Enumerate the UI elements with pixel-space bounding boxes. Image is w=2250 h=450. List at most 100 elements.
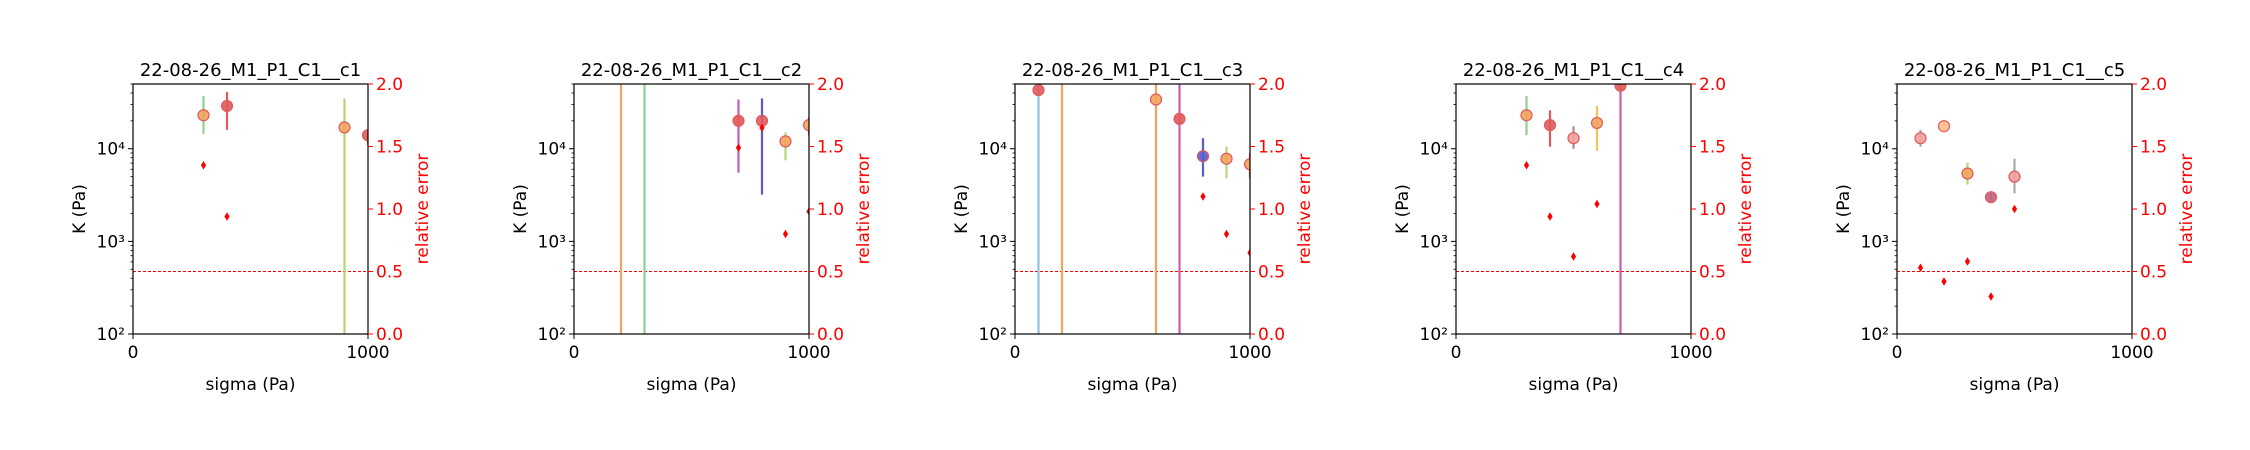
y2-axis-label: relative error: [1736, 154, 1756, 265]
y2-tick-label: 0.5: [376, 263, 403, 283]
x-tick-label: 1000: [1228, 343, 1271, 363]
data-point: [1984, 191, 1998, 204]
relative-error-marker: [1917, 263, 1924, 272]
axes-frame: [132, 83, 369, 335]
y2-tick-label: 2.0: [1699, 75, 1726, 95]
y2-tick-label: 0.0: [2140, 325, 2167, 345]
y2-tick-label: 1.0: [817, 200, 844, 220]
data-point: [1614, 84, 1627, 92]
relative-error-marker: [1964, 257, 1971, 266]
data-point: [1149, 93, 1163, 106]
y-tick-label: 10⁴: [97, 140, 126, 160]
relative-error-marker: [224, 212, 230, 221]
y-tick-label: 10²: [1861, 325, 1889, 345]
data-point: [1567, 132, 1580, 145]
data-point: [1243, 158, 1250, 171]
y-tick-label: 10²: [979, 325, 1007, 345]
plot-area: [574, 84, 809, 334]
x-tick-label: 0: [1451, 343, 1462, 363]
axes-frame: [1014, 83, 1251, 335]
x-tick-label: 1000: [2110, 343, 2153, 363]
chart-title: 22-08-26_M1_P1_C1__c5: [1904, 60, 2125, 81]
data-point: [802, 119, 809, 132]
plot-area: [1456, 84, 1691, 334]
y2-tick-label: 2.0: [376, 75, 403, 95]
x-axis-label: sigma (Pa): [1970, 375, 2060, 395]
y2-tick-label: 0.5: [1699, 263, 1726, 283]
x-axis-label: sigma (Pa): [206, 375, 296, 395]
y2-tick-label: 0.5: [2140, 263, 2167, 283]
y-tick-label: 10²: [97, 325, 125, 345]
relative-error-marker: [2011, 204, 2018, 214]
data-point: [1220, 152, 1233, 165]
y-axis-label: K (Pa): [70, 184, 90, 234]
y-tick-label: 10²: [1420, 325, 1448, 345]
y2-tick-label: 0.0: [817, 325, 844, 345]
y2-tick-label: 0.0: [1699, 325, 1726, 345]
x-tick-label: 0: [1010, 343, 1021, 363]
data-point: [338, 121, 351, 134]
y-tick-label: 10²: [538, 325, 566, 345]
axes-frame: [573, 83, 810, 335]
x-tick-label: 1000: [787, 343, 830, 363]
y2-tick-label: 1.0: [376, 200, 403, 220]
y-tick-label: 10⁴: [979, 140, 1008, 160]
relative-error-marker: [1247, 248, 1250, 257]
x-axis-label: sigma (Pa): [1088, 375, 1178, 395]
y-tick-label: 10³: [1861, 232, 1889, 252]
y2-tick-label: 1.5: [1699, 138, 1726, 158]
axes-frame: [1455, 83, 1692, 335]
y-tick-label: 10⁴: [1861, 140, 1890, 160]
relative-error-marker: [1200, 192, 1206, 201]
y-tick-label: 10³: [538, 232, 566, 252]
data-point: [1961, 167, 1974, 180]
data-point: [1914, 132, 1927, 145]
data-point: [732, 114, 745, 127]
y-axis-label: K (Pa): [511, 184, 531, 234]
y2-axis-label: relative error: [854, 154, 874, 265]
y-tick-label: 10³: [1420, 232, 1448, 252]
y2-axis-label: relative error: [1295, 154, 1315, 265]
chart-title: 22-08-26_M1_P1_C1__c3: [1022, 60, 1243, 81]
y2-tick-label: 1.5: [1258, 138, 1285, 158]
relative-error-marker: [200, 161, 207, 170]
y-tick-label: 10³: [979, 232, 1007, 252]
data-point: [2008, 170, 2021, 183]
data-point: [361, 129, 368, 142]
x-tick-label: 0: [569, 343, 580, 363]
x-tick-label: 1000: [346, 343, 389, 363]
y2-tick-label: 1.5: [376, 138, 403, 158]
relative-error-marker: [1988, 292, 1994, 301]
y-tick-label: 10⁴: [538, 140, 567, 160]
relative-error-marker: [1941, 277, 1947, 286]
y2-tick-label: 1.5: [2140, 138, 2167, 158]
relative-error-marker: [782, 229, 789, 239]
y2-tick-label: 1.0: [1699, 200, 1726, 220]
y2-tick-label: 2.0: [2140, 75, 2167, 95]
x-axis-label: sigma (Pa): [647, 375, 737, 395]
y2-tick-label: 1.5: [817, 138, 844, 158]
y2-tick-label: 0.0: [376, 325, 403, 345]
relative-error-marker: [1523, 161, 1530, 170]
y2-axis-label: relative error: [413, 154, 433, 265]
y2-tick-label: 2.0: [817, 75, 844, 95]
data-point: [1032, 84, 1045, 97]
x-tick-label: 0: [128, 343, 139, 363]
data-point: [1937, 120, 1951, 133]
relative-error-marker: [1547, 212, 1553, 221]
x-tick-label: 1000: [1669, 343, 1712, 363]
relative-error-marker: [806, 207, 809, 216]
data-point: [779, 135, 792, 148]
y-axis-label: K (Pa): [1834, 184, 1854, 234]
x-axis-label: sigma (Pa): [1529, 375, 1619, 395]
plot-area: [133, 91, 368, 334]
y-axis-label: K (Pa): [1393, 184, 1413, 234]
data-point: [220, 99, 234, 113]
data-point: [1543, 118, 1557, 132]
data-point: [1173, 112, 1186, 125]
plot-area: [1015, 84, 1250, 334]
